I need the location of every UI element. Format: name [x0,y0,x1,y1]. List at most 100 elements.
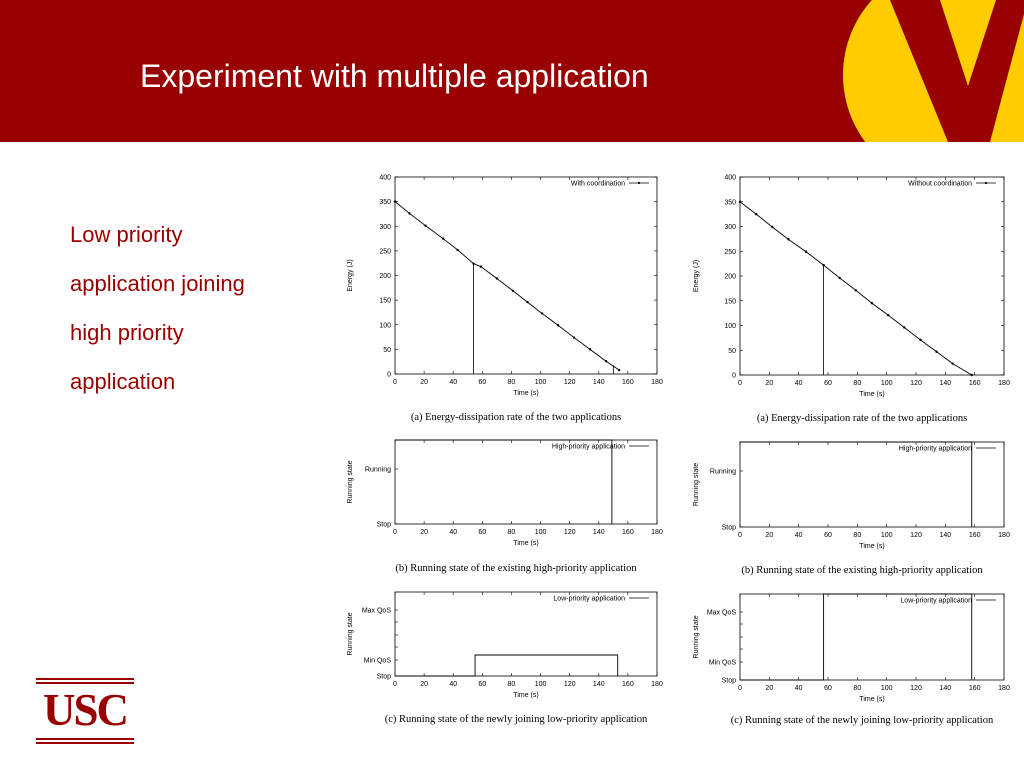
chart-2-x-tick-label: 40 [449,529,457,536]
chart-4-plot-frame [394,591,658,677]
chart-0-x-tick-label: 80 [508,379,516,386]
chart-4-x-tick-label: 120 [564,681,576,688]
chart-1-x-tick-label: 60 [824,380,832,387]
chart-0-data-point [479,265,483,268]
chart-3-x-tick-label: 80 [853,532,861,539]
chart-3-caption: (b) Running state of the existing high-p… [741,565,983,576]
chart-4-x-tick-label: 20 [420,681,428,688]
chart-2-x-tick-label: 20 [420,529,428,536]
chart-1-data-point [787,238,790,241]
chart-1-data-point [738,200,742,203]
chart-energy-without-coordination: 0 20 40 60 80 100 120 140 160 180 0 50 100 150 200 250 3… [693,175,1010,425]
chart-5-legend-label: Low-priority application [900,598,972,605]
chart-5-x-tick-label: 180 [998,685,1010,692]
chart-1-y-tick-label: 350 [724,199,736,206]
chart-1-x-tick-label: 80 [853,380,861,387]
chart-2-x-tick-label: 140 [593,529,605,536]
chart-0-x-tick-label: 0 [393,379,397,386]
chart-5-y-axis-label: Running state [693,615,700,658]
chart-2-x-tick-label: 180 [651,529,663,536]
chart-4-x-tick-label: 40 [449,681,457,688]
chart-1-x-tick-label: 100 [881,380,893,387]
chart-1-y-axis-label: Energy (J) [693,260,700,292]
chart-1-x-tick-label: 20 [765,380,773,387]
chart-4-series-line [395,654,619,677]
chart-1-data-point [838,276,841,280]
chart-1-data-point [886,313,890,317]
logo-v-shape [890,0,1024,142]
chart-2-y-category-label: Running [365,467,391,474]
chart-1-x-tick-label: 140 [939,380,951,387]
chart-3-series-line [740,441,973,527]
chart-2-x-tick-label: 160 [622,529,634,536]
chart-5-x-tick-label: 0 [738,685,742,692]
chart-1-data-point [903,326,906,329]
logo-rule-bottom [36,738,134,740]
chart-0-x-tick-label: 100 [535,379,547,386]
chart-0-data-point [526,300,529,304]
bullet-line-3: high priority [70,320,184,345]
chart-0-legend-marker [637,181,641,185]
chart-3-x-tick-label: 20 [765,532,773,539]
chart-0-plot-frame [394,176,658,375]
chart-1-data-point [870,302,874,305]
chart-1-data-point [754,212,758,216]
chart-high-priority-with-coordination: 0 20 40 60 80 100 120 140 160 180 Stop Running Time … [347,439,663,574]
chart-5-x-tick-label: 60 [824,685,832,692]
chart-2-x-tick-label: 120 [564,529,576,536]
chart-1-x-axis-label: Time (s) [859,391,884,398]
chart-5-y-category-label: Max QoS [707,610,737,617]
chart-4-legend-label: Low-priority application [553,596,625,603]
chart-5-x-tick-label: 160 [969,685,981,692]
chart-2-x-tick-label: 0 [393,529,397,536]
chart-5-x-tick-label: 40 [795,685,803,692]
chart-0-data-point [588,348,592,351]
chart-4-y-category-label: Min QoS [364,658,392,665]
chart-1-y-tick-label: 150 [724,298,736,305]
chart-5-plot-frame [739,593,1005,681]
chart-1-data-point [919,338,922,342]
chart-5-x-tick-label: 20 [765,685,773,692]
chart-2-caption: (b) Running state of the existing high-p… [395,563,637,574]
logo-rule-top [36,678,134,680]
chart-0-y-tick-label: 250 [379,248,391,255]
chart-1-data-point [804,250,808,253]
chart-5-series-line [740,593,973,681]
chart-2-x-tick-label: 100 [535,529,547,536]
usc-logo: USC [36,678,134,744]
chart-3-legend-label: High-priority application [899,446,972,453]
chart-0-legend-label: With coordination [571,181,625,188]
chart-5-x-tick-label: 140 [939,685,951,692]
chart-5-x-axis-label: Time (s) [859,696,884,703]
logo-rule-top-2 [36,682,134,684]
chart-4-y-category-label: Max QoS [362,608,392,615]
bullet-line-1: Low priority [70,222,183,247]
chart-3-x-tick-label: 140 [939,532,951,539]
chart-3-y-axis-label: Running state [693,463,700,506]
chart-1-x-tick-label: 120 [910,380,922,387]
chart-3-y-category-label: Stop [722,525,737,532]
chart-1-y-tick-label: 0 [732,373,736,380]
chart-0-data-point [495,277,499,280]
chart-1-data-point [771,225,774,229]
chart-1-x-tick-label: 40 [795,380,803,387]
chart-4-y-axis-label: Running state [347,612,354,655]
chart-2-legend-label: High-priority application [552,444,625,451]
chart-0-y-tick-label: 300 [379,224,391,231]
chart-low-priority-without-coordination: 0 20 40 60 80 100 120 140 160 180 Stop Min QoS Max Q… [693,593,1010,726]
chart-0-data-point [540,312,544,315]
chart-1-plot-frame [739,176,1005,376]
chart-0-data-point [441,237,445,240]
chart-0-data-point [511,289,515,292]
chart-5-x-tick-label: 120 [910,685,922,692]
chart-1-y-tick-label: 300 [724,224,736,231]
chart-4-x-tick-label: 80 [508,681,516,688]
chart-0-data-point [604,359,608,363]
chart-1-series-line [739,201,972,376]
chart-3-x-tick-label: 120 [910,532,922,539]
chart-3-x-axis-label: Time (s) [859,543,884,550]
chart-1-y-tick-label: 400 [724,175,736,182]
chart-2-x-axis-label: Time (s) [513,540,538,547]
chart-3-x-tick-label: 180 [998,532,1010,539]
chart-energy-with-coordination: 0 20 40 60 80 100 120 140 160 180 0 50 100 150 200 250 3… [347,175,663,424]
